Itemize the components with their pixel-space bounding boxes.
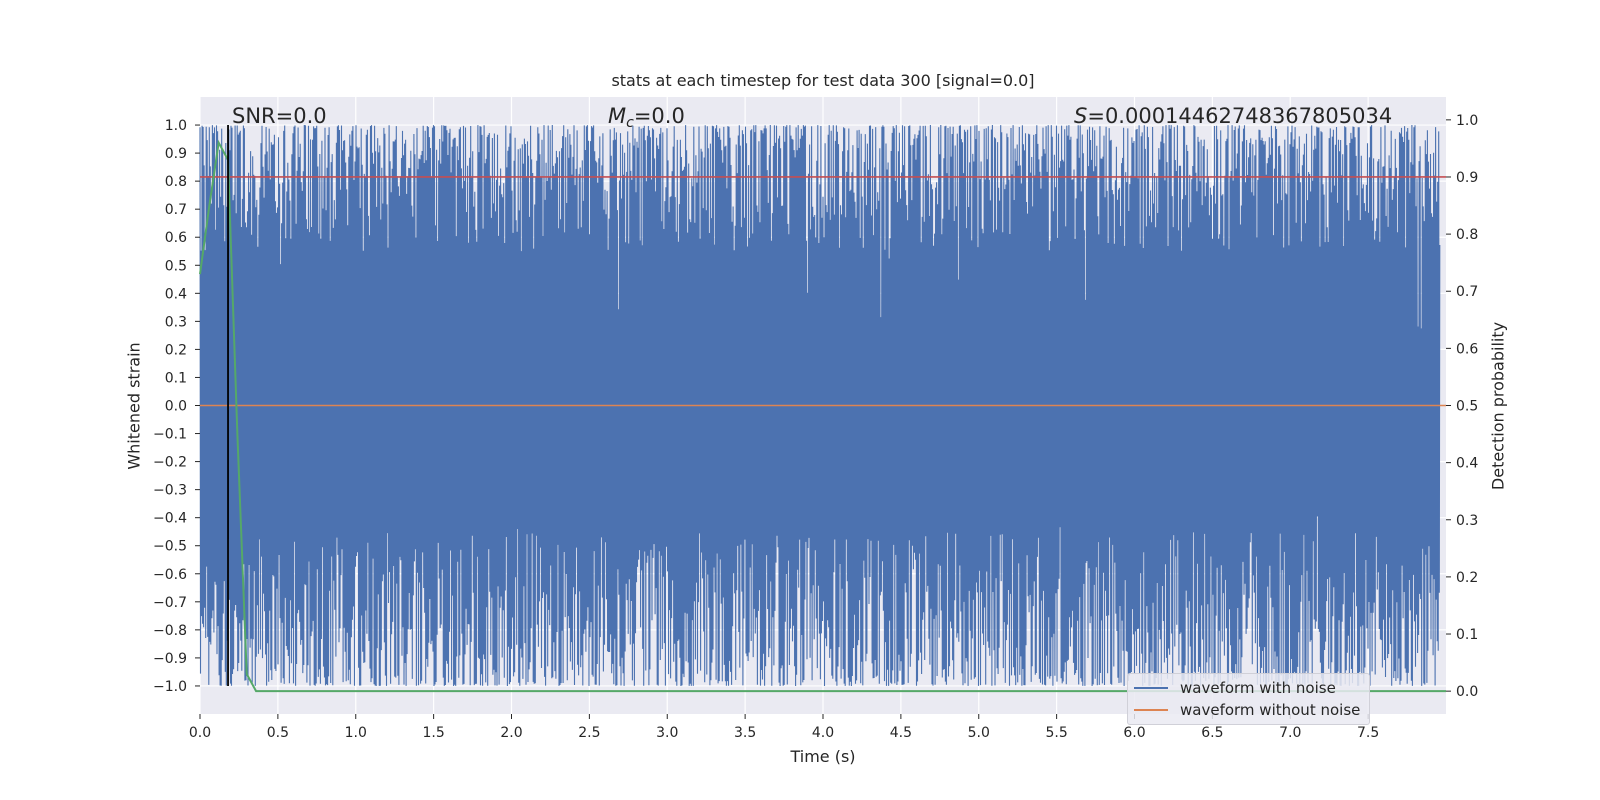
y-tick-label: −0.7 bbox=[153, 595, 187, 611]
y2-tick-label: 0.5 bbox=[1456, 399, 1478, 415]
x-tick-label: 3.5 bbox=[734, 725, 756, 741]
y-tick-label: −0.9 bbox=[153, 651, 187, 667]
y2-tick-label: 0.6 bbox=[1456, 341, 1478, 357]
y-tick-label: −1.0 bbox=[153, 679, 187, 695]
mc-annotation: Mc=0.0 bbox=[608, 104, 685, 131]
y-tick-label: −0.8 bbox=[153, 623, 187, 639]
y-tick-label: 0.6 bbox=[165, 230, 187, 246]
y-tick-label: 0.0 bbox=[165, 399, 187, 415]
x-tick-label: 0.5 bbox=[267, 725, 289, 741]
y2-tick-label: 0.4 bbox=[1456, 456, 1478, 472]
y-tick-label: −0.6 bbox=[153, 567, 187, 583]
legend-swatch-clean bbox=[1134, 709, 1168, 711]
y2-tick-label: 0.2 bbox=[1456, 570, 1478, 586]
x-tick-label: 5.0 bbox=[968, 725, 990, 741]
y-tick-label: 0.8 bbox=[165, 174, 187, 190]
legend-item-noise: waveform with noise bbox=[1134, 677, 1336, 699]
y-tick-label: 0.1 bbox=[165, 370, 187, 386]
y-tick-label: −0.3 bbox=[153, 483, 187, 499]
x-tick-label: 5.5 bbox=[1045, 725, 1067, 741]
chart-title: stats at each timestep for test data 300… bbox=[611, 71, 1035, 90]
y-tick-label: −0.4 bbox=[153, 511, 187, 527]
y2-tick-label: 0.0 bbox=[1456, 684, 1478, 700]
x-tick-label: 4.5 bbox=[890, 725, 912, 741]
s-symbol: S bbox=[1074, 104, 1088, 128]
y2-tick-label: 0.1 bbox=[1456, 627, 1478, 643]
x-tick-label: 7.5 bbox=[1357, 725, 1379, 741]
legend-item-clean: waveform without noise bbox=[1134, 699, 1360, 721]
y2-tick-label: 0.9 bbox=[1456, 170, 1478, 186]
series-detection-probability bbox=[199, 139, 1446, 693]
y-tick-label: 0.4 bbox=[165, 286, 187, 302]
y-tick-label: 1.0 bbox=[165, 118, 187, 134]
legend: waveform with noise waveform without noi… bbox=[1127, 673, 1370, 725]
y2-tick-label: 0.8 bbox=[1456, 227, 1478, 243]
y-tick-label: −0.5 bbox=[153, 539, 187, 555]
x-tick-label: 4.0 bbox=[812, 725, 834, 741]
x-tick-label: 0.0 bbox=[189, 725, 211, 741]
snr-annotation: SNR=0.0 bbox=[232, 104, 327, 128]
mc-subscript: c bbox=[626, 115, 634, 131]
x-tick-label: 1.0 bbox=[345, 725, 367, 741]
y-tick-label: 0.9 bbox=[165, 146, 187, 162]
y-tick-label: 0.7 bbox=[165, 202, 187, 218]
s-annotation: S=0.00014462748367805034 bbox=[1074, 104, 1392, 128]
x-tick-label: 6.5 bbox=[1201, 725, 1223, 741]
legend-label-noise: waveform with noise bbox=[1180, 679, 1336, 697]
y2-tick-label: 1.0 bbox=[1456, 113, 1478, 129]
y-tick-label: 0.5 bbox=[165, 258, 187, 274]
x-tick-label: 6.0 bbox=[1123, 725, 1145, 741]
x-tick-label: 2.5 bbox=[578, 725, 600, 741]
y-tick-label: 0.2 bbox=[165, 342, 187, 358]
y-axis-label: Whitened strain bbox=[124, 342, 144, 470]
mc-value: =0.0 bbox=[633, 104, 685, 128]
legend-label-clean: waveform without noise bbox=[1180, 701, 1361, 719]
y2-tick-label: 0.7 bbox=[1456, 284, 1478, 300]
y-tick-label: 0.3 bbox=[165, 314, 187, 330]
x-tick-label: 1.5 bbox=[422, 725, 444, 741]
series-waveform-with-noise bbox=[199, 124, 1441, 687]
legend-swatch-noise bbox=[1134, 687, 1168, 689]
x-tick-label: 2.0 bbox=[500, 725, 522, 741]
s-value: =0.00014462748367805034 bbox=[1087, 104, 1393, 128]
y2-tick-label: 0.3 bbox=[1456, 513, 1478, 529]
x-tick-label: 3.0 bbox=[656, 725, 678, 741]
y-tick-label: −0.2 bbox=[153, 455, 187, 471]
y2-axis-label: Detection probability bbox=[1488, 321, 1508, 491]
y-tick-label: −0.1 bbox=[153, 427, 187, 443]
x-axis-label: Time (s) bbox=[790, 747, 856, 766]
x-tick-label: 7.0 bbox=[1279, 725, 1301, 741]
mc-symbol: M bbox=[608, 104, 627, 128]
